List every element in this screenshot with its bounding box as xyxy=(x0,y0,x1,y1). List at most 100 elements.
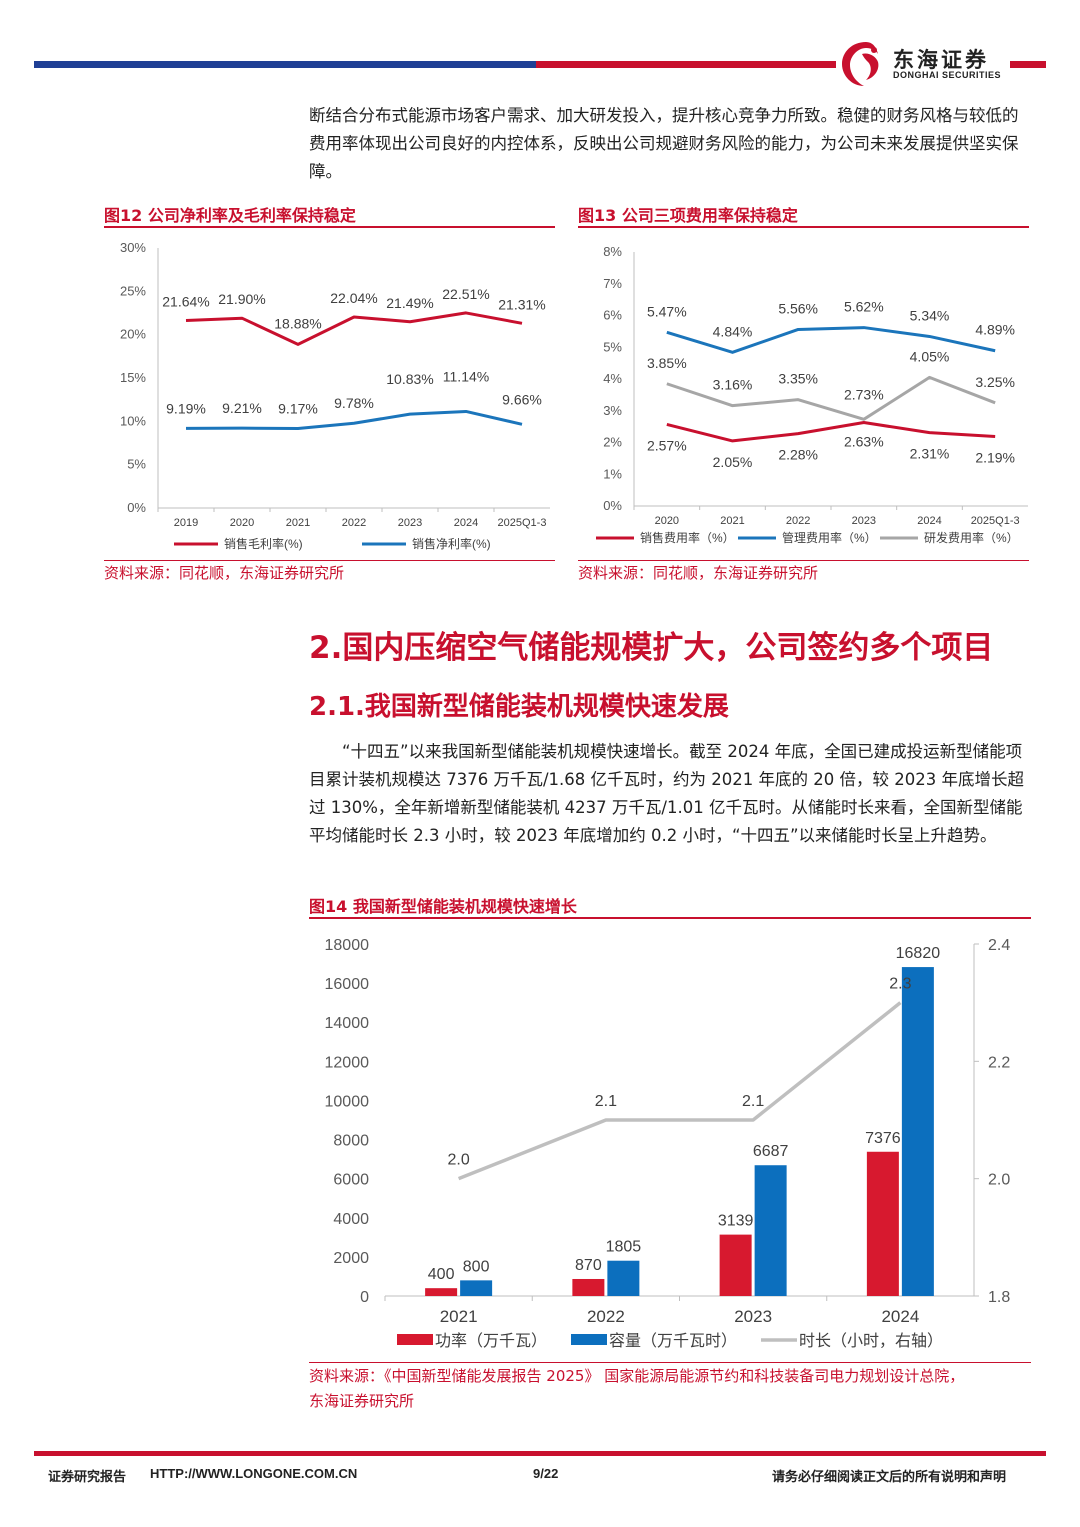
fig14-bar-label: 3139 xyxy=(718,1213,754,1230)
fig12-y-tick-label: 30% xyxy=(120,240,146,255)
fig13-series-line-1 xyxy=(666,326,996,354)
fig12-data-label: 21.31% xyxy=(498,296,545,312)
fig13-bottom-rule xyxy=(578,560,1029,561)
fig13-legend-label: 销售费用率（%） xyxy=(640,530,735,545)
fig12-y-tick-label: 25% xyxy=(120,283,146,298)
fig13-data-label: 3.25% xyxy=(975,374,1015,390)
logo-en: DONGHAI SECURITIES xyxy=(893,70,1002,80)
fig12-data-label: 22.04% xyxy=(330,290,377,306)
fig13-x-tick-label: 2021 xyxy=(720,515,744,527)
fig12-chart: 0% 5% 10% 15% 20% 25% 30% 2019 2020 2021 2022 2023 2… xyxy=(120,240,550,551)
fig12-data-label: 18.88% xyxy=(274,315,321,331)
fig13-x-tick-label: 2025Q1-3 xyxy=(971,515,1020,527)
fig13-x-tick-label: 2020 xyxy=(655,515,679,527)
fig14-x-tick-label: 2022 xyxy=(587,1307,625,1326)
fig12-data-label: 22.51% xyxy=(442,286,489,302)
fig13-data-label: 2.31% xyxy=(910,446,950,462)
fig13-data-label: 4.84% xyxy=(713,323,753,339)
fig14-bar-label: 870 xyxy=(575,1257,602,1274)
fig14-y-tick-label: 2000 xyxy=(333,1250,369,1267)
intro-paragraph: 断结合分布式能源市场客户需求、加大研发投入，提升核心竞争力所致。稳健的财务风格与… xyxy=(309,106,1019,181)
fig13-y-tick-label: 5% xyxy=(603,339,622,354)
fig13-data-label: 5.56% xyxy=(778,300,818,316)
fig13-data-label: 2.28% xyxy=(778,447,818,463)
fig12-data-label: 10.83% xyxy=(386,371,433,387)
fig14-x-tick-label: 2023 xyxy=(734,1307,772,1326)
subsection-heading: 2.1.我国新型储能装机规模快速发展 xyxy=(309,692,729,722)
fig13-data-label: 2.63% xyxy=(844,433,884,449)
fig14-y-tick-label: 12000 xyxy=(325,1054,370,1071)
fig12-data-label: 9.78% xyxy=(334,395,374,411)
fig14-y2-tick-label: 1.8 xyxy=(988,1289,1010,1306)
fig14-bar-label: 800 xyxy=(463,1258,490,1275)
fig12-data-label: 9.19% xyxy=(166,400,206,416)
footer-url-link[interactable]: HTTP://WWW.LONGONE.COM.CN xyxy=(150,1466,358,1481)
fig14-source-line1: 资料来源：《中国新型储能发展报告 2025》 国家能源局能源节约和科技装备司电力… xyxy=(309,1367,965,1385)
fig13-legend-label: 研发费用率（%） xyxy=(924,530,1019,545)
fig12-y-tick-label: 0% xyxy=(127,500,146,515)
donghai-logo-icon xyxy=(842,42,879,86)
footer-rule xyxy=(34,1451,1046,1456)
fig12-legend-label: 销售毛利率(%) xyxy=(224,536,303,551)
fig14-line-label: 2.1 xyxy=(742,1093,764,1110)
fig12-x-tick-label: 2019 xyxy=(174,517,198,529)
fig13-y-tick-label: 6% xyxy=(603,308,622,323)
fig13-x-tick-label: 2023 xyxy=(852,515,876,527)
fig14-bar-capacity xyxy=(901,967,934,1296)
fig13-y-tick-label: 1% xyxy=(603,466,622,481)
fig12-x-tick-label: 2022 xyxy=(342,517,366,529)
fig12-x-tick-label: 2025Q1-3 xyxy=(498,517,547,529)
fig13-title: 图13 公司三项费用率保持稳定 xyxy=(578,206,798,225)
fig12-legend-label: 销售净利率(%) xyxy=(412,536,491,551)
fig14-bar-label: 400 xyxy=(428,1266,455,1283)
fig13-y-tick-label: 4% xyxy=(603,371,622,386)
fig12-x-tick-label: 2020 xyxy=(230,517,254,529)
fig14-legend-label: 容量（万千瓦时） xyxy=(609,1332,737,1350)
fig14-bar-label: 16820 xyxy=(896,945,941,962)
fig14-legend-swatch xyxy=(571,1334,607,1345)
fig12-title: 图12 公司净利率及毛利率保持稳定 xyxy=(104,206,356,225)
fig14-y2-tick-label: 2.0 xyxy=(988,1172,1010,1189)
fig13-data-label: 2.05% xyxy=(713,454,753,470)
fig12-y-tick-label: 5% xyxy=(127,457,146,472)
fig14-line-label: 2.0 xyxy=(448,1152,470,1169)
fig13-top-rule xyxy=(578,226,1029,228)
header-bar-blue xyxy=(34,61,536,68)
fig13-x-tick-label: 2022 xyxy=(786,515,810,527)
fig13-data-label: 3.85% xyxy=(647,355,687,371)
fig12-x-tick-label: 2021 xyxy=(286,517,310,529)
fig14-bottom-rule xyxy=(309,1362,1031,1363)
fig13-data-label: 4.89% xyxy=(975,322,1015,338)
fig14-y-tick-label: 10000 xyxy=(325,1093,370,1110)
fig14-x-tick-label: 2021 xyxy=(440,1307,478,1326)
fig12-data-label: 9.21% xyxy=(222,400,262,416)
fig13-series-line-2 xyxy=(666,375,996,421)
fig13-y-tick-label: 3% xyxy=(603,403,622,418)
fig14-bar-capacity xyxy=(754,1165,787,1296)
fig14-x-tick-label: 2024 xyxy=(881,1307,919,1326)
fig14-y-tick-label: 14000 xyxy=(325,1015,370,1032)
fig13-data-label: 3.35% xyxy=(778,371,818,387)
fig14-y2-tick-label: 2.2 xyxy=(988,1054,1010,1071)
fig12-top-rule xyxy=(104,226,555,228)
fig14-legend-label: 时长（小时，右轴） xyxy=(799,1332,943,1350)
fig12-data-label: 21.90% xyxy=(218,291,265,307)
fig12-bottom-rule xyxy=(104,560,555,561)
fig12-data-label: 11.14% xyxy=(443,368,489,384)
fig13-data-label: 3.16% xyxy=(713,377,753,393)
fig13-data-label: 2.19% xyxy=(975,449,1015,465)
fig12-source: 资料来源：同花顺，东海证券研究所 xyxy=(104,564,345,582)
fig14-bar-power xyxy=(719,1234,752,1296)
fig14-source-line2: 东海证券研究所 xyxy=(309,1392,415,1410)
fig14-chart: 0 2000 4000 6000 8000 10000 12000 14000 16000 180… xyxy=(325,937,1011,1350)
fig13-chart: 0% 1% 2% 3% 4% 5% 6% 7% 8% 2020 2021 2022 2023 2024 20… xyxy=(596,244,1028,545)
fig14-bar-capacity xyxy=(460,1280,493,1296)
fig13-data-label: 2.73% xyxy=(844,386,884,402)
fig14-bar-label: 1805 xyxy=(606,1239,642,1256)
section-paragraph: “十四五”以来我国新型储能装机规模快速增长。截至 2024 年底，全国已建成投运… xyxy=(309,742,1024,845)
fig14-y2-tick-label: 2.4 xyxy=(988,937,1010,954)
fig13-y-tick-label: 8% xyxy=(603,244,622,259)
fig14-legend-label: 功率（万千瓦） xyxy=(435,1332,547,1350)
fig13-data-label: 4.05% xyxy=(910,348,950,364)
header-bar-red xyxy=(536,61,836,68)
